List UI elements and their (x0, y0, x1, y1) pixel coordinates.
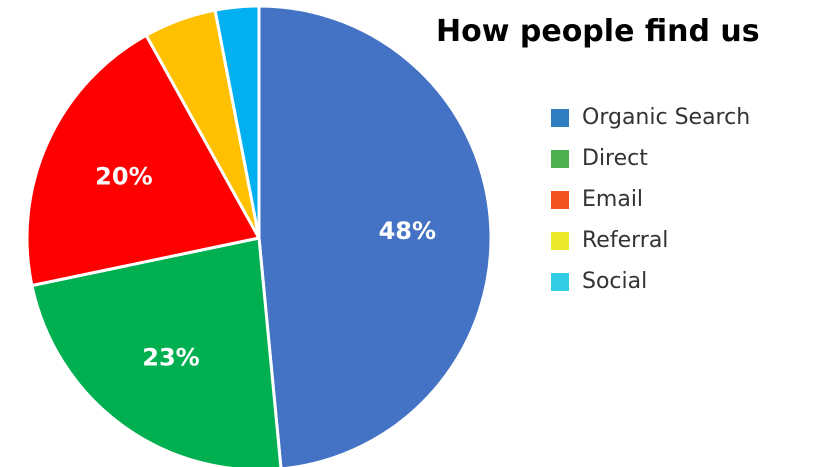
legend-label-referral: Referral (582, 228, 668, 253)
legend-swatch-social (551, 273, 569, 291)
legend-swatch-referral (551, 232, 569, 250)
legend-swatch-email (551, 191, 569, 209)
legend-item-referral: Referral (551, 220, 750, 261)
legend-label-direct: Direct (582, 146, 648, 171)
pie-slice-organic-search (259, 6, 491, 467)
legend-label-organic-search: Organic Search (582, 105, 750, 130)
data-label-direct: 23% (142, 344, 199, 372)
legend-item-direct: Direct (551, 138, 750, 179)
data-label-email: 20% (95, 162, 152, 190)
legend-swatch-organic-search (551, 109, 569, 127)
legend-item-organic-search: Organic Search (551, 97, 750, 138)
legend-label-email: Email (582, 187, 643, 212)
data-label-organic-search: 48% (379, 217, 436, 245)
legend-label-social: Social (582, 269, 647, 294)
chart-title: How people find us (436, 14, 760, 49)
chart-legend: Organic Search Direct Email Referral Soc… (551, 97, 750, 302)
pie-chart: 48% 23% 20% (0, 0, 520, 467)
legend-item-email: Email (551, 179, 750, 220)
legend-item-social: Social (551, 261, 750, 302)
legend-swatch-direct (551, 150, 569, 168)
